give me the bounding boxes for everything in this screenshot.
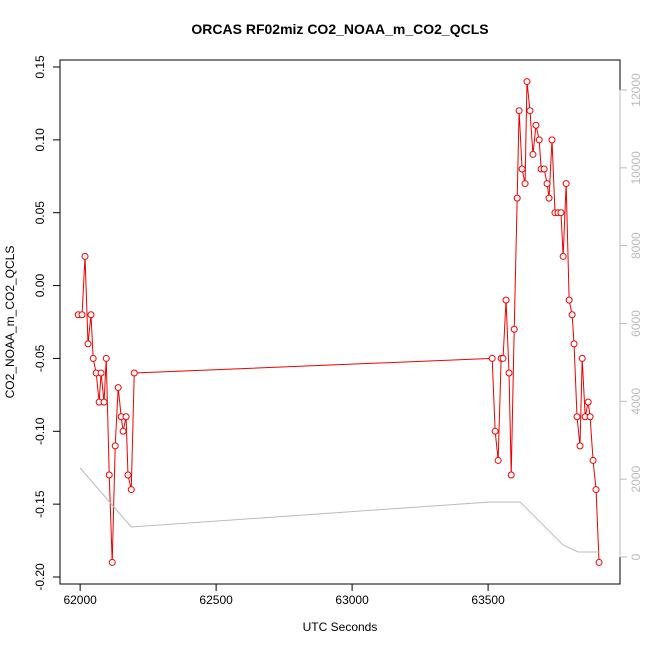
y-axis-label: CO2_NOAA_m_CO2_QCLS <box>3 246 17 399</box>
data-point <box>97 369 105 377</box>
data-point <box>130 369 138 377</box>
data-point <box>543 180 551 188</box>
data-point <box>81 252 89 260</box>
data-point <box>488 354 496 362</box>
y2-tick-label: 0 <box>629 553 643 560</box>
data-point <box>540 165 548 173</box>
data-point <box>100 398 108 406</box>
data-point <box>105 471 113 479</box>
data-point <box>584 398 592 406</box>
data-point <box>562 180 570 188</box>
data-point <box>521 180 529 188</box>
data-point <box>592 486 600 494</box>
data-point <box>108 558 116 566</box>
data-point <box>578 354 586 362</box>
data-point <box>589 456 597 464</box>
data-point <box>535 136 543 144</box>
data-point <box>491 427 499 435</box>
data-point <box>568 311 576 319</box>
data-point <box>502 296 510 304</box>
data-point <box>510 325 518 333</box>
data-point <box>595 558 603 566</box>
data-point <box>515 107 523 115</box>
data-point <box>122 413 130 421</box>
data-point <box>87 311 95 319</box>
x-tick-label: 62500 <box>199 593 233 607</box>
y2-tick-label: 2000 <box>629 465 643 492</box>
data-point <box>565 296 573 304</box>
y-tick-label: -0.10 <box>33 417 47 445</box>
chart-title: ORCAS RF02miz CO2_NOAA_m_CO2_QCLS <box>191 21 488 37</box>
data-point <box>532 121 540 129</box>
y2-tick-label: 4000 <box>629 388 643 415</box>
y2-tick-label: 8000 <box>629 232 643 259</box>
data-point <box>89 354 97 362</box>
x-tick-label: 63000 <box>335 593 369 607</box>
data-point <box>114 384 122 392</box>
data-point <box>548 136 556 144</box>
data-point <box>518 165 526 173</box>
x-tick-label: 63500 <box>471 593 505 607</box>
data-point <box>576 442 584 450</box>
data-point <box>119 427 127 435</box>
y2-tick-label: 10000 <box>629 151 643 185</box>
data-point <box>124 471 132 479</box>
data-point <box>570 340 578 348</box>
y2-tick-label: 6000 <box>629 310 643 337</box>
y-tick-label: 0.10 <box>33 128 47 152</box>
data-point <box>78 311 86 319</box>
data-point <box>557 209 565 217</box>
data-point <box>529 150 537 158</box>
data-point <box>523 78 531 86</box>
data-point <box>586 413 594 421</box>
data-point <box>526 107 534 115</box>
data-point <box>545 194 553 202</box>
x-tick-label: 62000 <box>63 593 97 607</box>
x-axis-label: UTC Seconds <box>303 620 378 634</box>
y-tick-label: -0.20 <box>33 563 47 591</box>
series-line <box>79 467 601 553</box>
data-point <box>111 442 119 450</box>
data-point <box>102 354 110 362</box>
y-tick-label: 0.00 <box>33 274 47 298</box>
data-point <box>494 456 502 464</box>
data-point <box>505 369 513 377</box>
y-tick-label: -0.05 <box>33 344 47 372</box>
y-tick-label: -0.15 <box>33 490 47 518</box>
series-line <box>78 81 600 563</box>
y-tick-label: 0.05 <box>33 201 47 225</box>
data-point <box>573 413 581 421</box>
data-point <box>513 194 521 202</box>
y-tick-label: 0.15 <box>33 55 47 79</box>
data-point <box>559 252 567 260</box>
data-point <box>507 471 515 479</box>
data-point <box>127 486 135 494</box>
y2-tick-label: 12000 <box>629 73 643 107</box>
data-point <box>84 340 92 348</box>
data-point <box>499 354 507 362</box>
